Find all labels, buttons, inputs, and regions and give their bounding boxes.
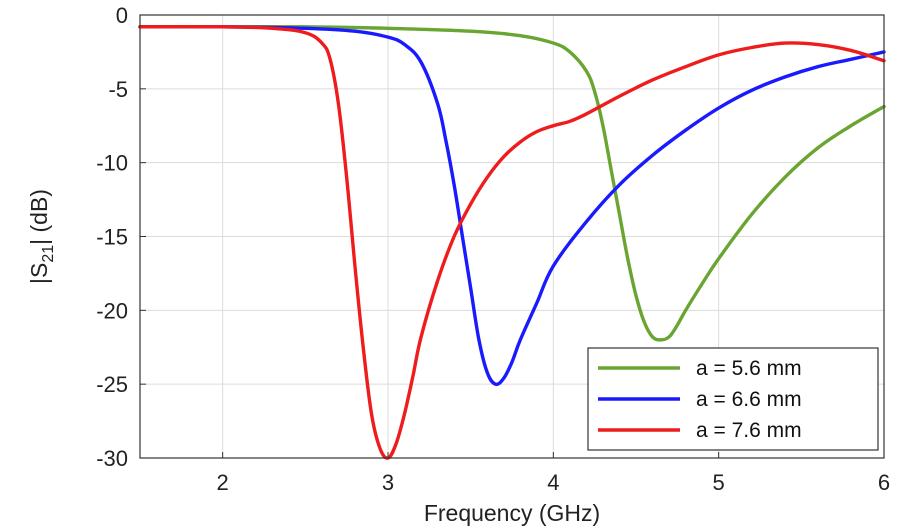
y-tick-label: -25 [96,372,128,397]
x-tick-label: 4 [547,470,559,495]
y-axis-title: |S21| (dB) [26,189,57,284]
series-line-3 [138,24,886,460]
series-lines [138,24,886,460]
y-tick-label: -30 [96,446,128,471]
legend-label-1: a = 5.6 mm [696,357,802,380]
series-line-1 [138,24,886,342]
legend-label-2: a = 6.6 mm [696,388,802,411]
y-tick-label: -5 [108,77,128,102]
x-axis-ticks: 2 3 4 5 6 [217,452,890,495]
y-tick-label: 0 [116,3,128,28]
legend-label-3: a = 7.6 mm [696,419,802,442]
y-tick-label: -15 [96,225,128,250]
series-line-2 [138,24,886,387]
y-tick-label: -10 [96,151,128,176]
x-axis-title: Frequency (GHz) [424,500,600,526]
y-axis-title-subscript: 21 [40,245,57,263]
y-axis-ticks: 0 -5 -10 -15 -20 -25 -30 [96,3,146,471]
x-tick-label: 3 [382,470,394,495]
x-tick-label: 6 [878,470,890,495]
legend: a = 5.6 mm a = 6.6 mm a = 7.6 mm [587,347,879,451]
x-tick-label: 5 [713,470,725,495]
x-tick-label: 2 [217,470,229,495]
y-tick-label: -20 [96,298,128,323]
y-axis-title-base: |S [26,263,52,284]
y-axis-title-tail: | (dB) [26,189,52,245]
